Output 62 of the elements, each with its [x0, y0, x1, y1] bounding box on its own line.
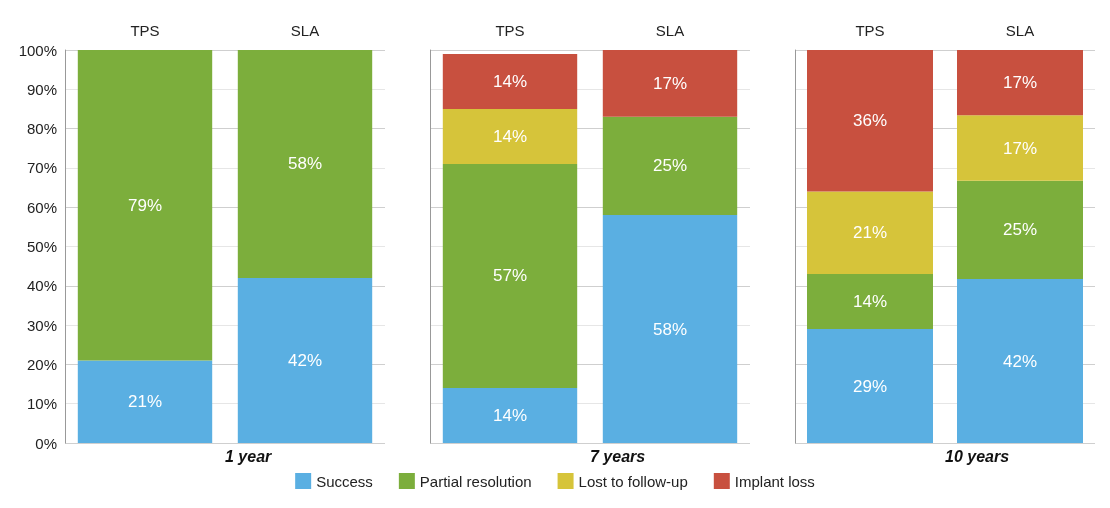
- data-label: 17%: [652, 73, 688, 93]
- x-tick-label: TPS: [495, 22, 525, 39]
- data-label: 21%: [127, 392, 163, 412]
- y-tick-label: 90%: [26, 80, 57, 98]
- y-tick-label: 100%: [18, 41, 57, 59]
- bar: [807, 329, 933, 443]
- y-tick-label: 30%: [26, 316, 57, 334]
- data-label: 14%: [492, 405, 528, 425]
- bar: [957, 115, 1083, 181]
- data-label: 58%: [652, 319, 688, 339]
- bar: [957, 180, 1083, 280]
- data-label: 14%: [852, 292, 888, 312]
- data-label: 42%: [287, 350, 323, 370]
- x-tick-label: SLA: [655, 22, 685, 39]
- bar: [442, 108, 578, 164]
- data-label: 17%: [1002, 138, 1038, 158]
- y-tick-label: 70%: [26, 159, 57, 177]
- data-label: 42%: [1002, 351, 1038, 371]
- data-label: 17%: [1002, 73, 1038, 93]
- y-tick-label: 0%: [35, 434, 57, 452]
- data-label: 14%: [492, 126, 528, 146]
- bar: [77, 50, 213, 361]
- bar: [602, 215, 738, 443]
- y-tick-label: 80%: [26, 120, 57, 138]
- bar: [77, 360, 213, 443]
- x-tick-label: TPS: [855, 22, 885, 39]
- data-label: 14%: [492, 71, 528, 91]
- y-tick-label: 20%: [26, 355, 57, 373]
- x-tick-label: SLA: [1005, 22, 1035, 39]
- x-tick-label: TPS: [130, 22, 160, 39]
- data-label: 57%: [492, 266, 528, 286]
- data-label: 36%: [852, 111, 888, 131]
- data-label: 25%: [1002, 220, 1038, 240]
- y-tick-label: 10%: [26, 395, 57, 413]
- bar: [442, 163, 578, 388]
- legend-label: Partial resolution: [419, 472, 532, 490]
- data-label: 21%: [852, 223, 888, 243]
- bar: [602, 116, 738, 216]
- y-tick-label: 50%: [26, 238, 57, 255]
- x-axis-title: 10 years: [945, 447, 1010, 465]
- legend-label: Lost to follow-up: [578, 472, 688, 490]
- x-tick-label: SLA: [290, 22, 320, 39]
- data-label: 58%: [287, 154, 323, 174]
- bar: [237, 277, 373, 443]
- bar: [602, 50, 738, 117]
- bar: [957, 50, 1083, 116]
- bar: [807, 50, 933, 192]
- y-tick-label: 40%: [26, 277, 57, 295]
- bar: [442, 53, 578, 109]
- x-axis-title: 1 year: [225, 447, 273, 465]
- bar: [807, 274, 933, 330]
- bar: [442, 387, 578, 443]
- legend-label: Implant loss: [734, 472, 815, 490]
- data-label: 25%: [652, 156, 688, 176]
- bar: [237, 50, 373, 278]
- bar: [807, 191, 933, 275]
- legend-label: Success: [316, 472, 373, 490]
- bar: [957, 279, 1083, 443]
- data-label: 79%: [127, 195, 163, 215]
- data-label: 29%: [852, 376, 888, 396]
- x-axis-title: 7 years: [590, 447, 646, 465]
- y-tick-label: 60%: [26, 198, 57, 216]
